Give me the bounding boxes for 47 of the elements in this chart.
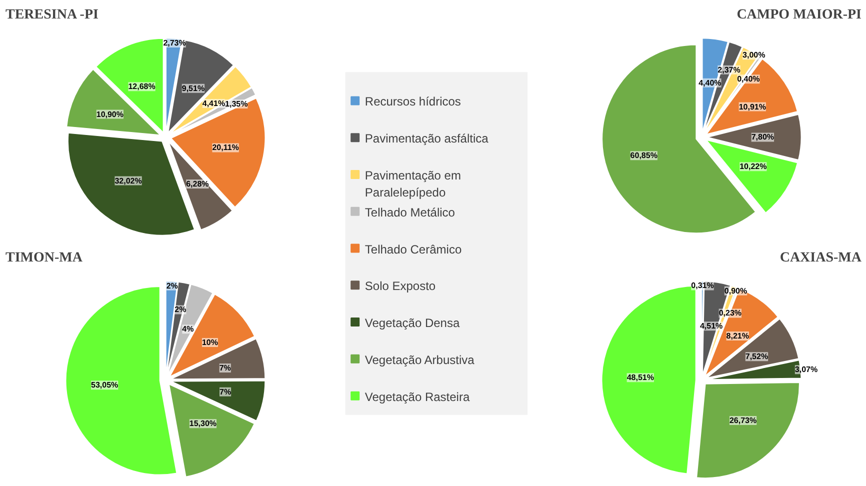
data-label: 7%	[219, 364, 231, 372]
data-label: 4%	[182, 324, 194, 334]
data-label: 0,40%	[737, 74, 760, 84]
legend-label: Vegetação Densa	[364, 316, 460, 330]
legend-label: Recursos hídricos	[364, 94, 461, 109]
chart-title: CAMPO MAIOR-PI	[736, 8, 862, 22]
legend-label: Pavimentação asfáltica	[364, 132, 489, 146]
legend-label: Vegetação Rasteira	[364, 390, 470, 404]
legend-label: Vegetação Arbustiva	[364, 352, 475, 367]
data-label: 26,73%	[729, 416, 757, 425]
data-label: 32,02%	[114, 176, 142, 186]
legend-label: Telhado Cerâmico	[364, 242, 462, 256]
data-label: 10,91%	[738, 102, 766, 112]
data-label: 10,22%	[740, 162, 767, 172]
data-label: 20,11%	[212, 143, 239, 152]
data-label: 2,73%	[163, 38, 186, 48]
chart-title: CAXIAS-MA	[780, 250, 862, 266]
data-label: 60,85%	[630, 151, 658, 160]
data-label: 53,05%	[91, 380, 118, 390]
data-label: 7,52%	[745, 352, 768, 362]
data-label: 3,07%	[794, 365, 818, 374]
chart-title: TERESINA -PI	[6, 8, 98, 22]
data-label: 1,35%	[225, 99, 248, 108]
data-label: 4,40%	[698, 78, 722, 88]
legend-label: Pavimentação em Paralelepípedo	[364, 168, 461, 200]
data-label: 2%	[174, 305, 186, 314]
data-label: 0,23%	[718, 308, 742, 318]
data-label: 7,80%	[751, 132, 774, 142]
data-label: 0,31%	[691, 281, 714, 290]
data-label: 2%	[166, 281, 178, 290]
data-label: 0,90%	[724, 286, 748, 296]
data-label: 48,51%	[626, 373, 654, 382]
data-label: 7%	[220, 387, 232, 396]
data-label: 9,51%	[182, 84, 205, 93]
data-label: 12,68%	[128, 82, 156, 92]
data-label: 4,51%	[700, 322, 723, 331]
data-label: 10%	[202, 338, 218, 348]
data-label: 15,30%	[189, 419, 217, 428]
chart-title: TIMON-MA	[6, 250, 84, 266]
data-label: 10,90%	[96, 110, 124, 119]
legend-label: Solo Exposto	[364, 279, 436, 294]
data-label: 3,00%	[742, 50, 766, 60]
legend-label: Telhado Metálico	[364, 205, 456, 220]
data-label: 6,28%	[186, 180, 209, 189]
data-label: 8,21%	[726, 331, 749, 340]
data-label: 2,37%	[718, 65, 740, 74]
data-label: 4,41%	[202, 98, 226, 108]
